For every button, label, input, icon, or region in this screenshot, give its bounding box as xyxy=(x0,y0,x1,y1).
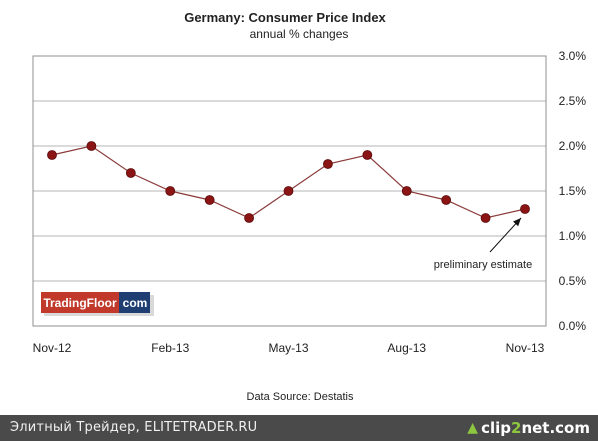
tradingfloor-logo: TradingFloor com xyxy=(41,292,154,316)
y-axis-ticks: 0.0% 0.5% 1.0% 1.5% 2.0% 2.5% 3.0% xyxy=(559,49,587,333)
annotation-label: preliminary estimate xyxy=(434,259,532,271)
footer-bar xyxy=(0,415,598,441)
x-tick-label: May-13 xyxy=(268,341,308,355)
x-tick-label: Nov-13 xyxy=(506,341,545,355)
data-point xyxy=(165,186,176,196)
data-point xyxy=(283,186,294,196)
logo-navy-block xyxy=(119,292,150,313)
data-point xyxy=(520,204,530,214)
y-tick-label: 0.5% xyxy=(559,274,587,288)
chart-subtitle: annual % changes xyxy=(250,27,349,41)
x-tick-label: Feb-13 xyxy=(151,341,189,355)
brand-suffix: net.com xyxy=(521,419,590,437)
brand-prefix: clip xyxy=(481,419,511,437)
y-tick-label: 3.0% xyxy=(559,49,587,63)
chart-title: Germany: Consumer Price Index xyxy=(184,10,386,25)
y-tick-label: 2.5% xyxy=(559,94,587,108)
logo-text-right: com xyxy=(123,296,148,310)
data-point xyxy=(86,141,97,151)
series-line xyxy=(51,145,526,219)
data-point xyxy=(47,150,57,160)
x-tick-label: Nov-12 xyxy=(33,341,72,355)
data-point xyxy=(480,213,491,223)
x-axis-ticks: Nov-12 Feb-13 May-13 Aug-13 Nov-13 xyxy=(33,341,545,355)
data-point xyxy=(244,213,254,223)
y-tick-label: 0.0% xyxy=(559,319,587,333)
clip2net-logo[interactable]: ▲ clip 2 net.com xyxy=(467,418,590,438)
data-point xyxy=(125,168,136,178)
logo-red-block xyxy=(41,292,119,313)
data-point xyxy=(401,186,412,196)
logo-text-left: TradingFloor xyxy=(43,296,117,310)
y-tick-label: 1.0% xyxy=(559,229,587,243)
data-point xyxy=(323,159,333,169)
data-source: Data Source: Destatis xyxy=(247,391,354,403)
upload-arrow-icon: ▲ xyxy=(467,420,479,436)
annotation-arrow-head xyxy=(513,218,521,227)
y-tick-label: 2.0% xyxy=(559,139,587,153)
footer-watermark: Элитный Трейдер, ELITETRADER.RU xyxy=(10,420,258,435)
data-point xyxy=(204,195,215,205)
data-point xyxy=(441,195,452,205)
brand-two: 2 xyxy=(511,419,522,437)
y-tick-label: 1.5% xyxy=(559,184,587,198)
annotation-preliminary: preliminary estimate xyxy=(434,217,532,271)
data-point xyxy=(362,150,373,160)
x-tick-label: Aug-13 xyxy=(387,341,426,355)
series-cpi xyxy=(47,141,530,223)
plot-frame xyxy=(32,55,547,327)
